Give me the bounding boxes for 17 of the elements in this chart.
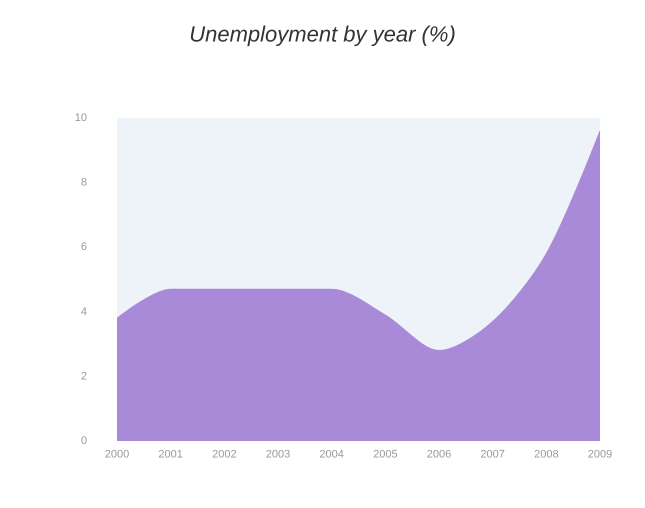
x-tick-label: 2007 — [480, 448, 505, 460]
x-tick-label: 2004 — [319, 448, 344, 460]
x-tick-label: 2001 — [158, 448, 183, 460]
y-tick-label: 6 — [80, 241, 87, 254]
x-tick-label: 2000 — [104, 448, 130, 460]
x-tick-label: 2006 — [426, 448, 452, 460]
y-tick-label: 0 — [80, 435, 87, 447]
y-tick-label: 8 — [80, 176, 87, 189]
x-tick-label: 2008 — [534, 448, 559, 460]
chart-title: Unemployment by year (%) — [189, 22, 456, 46]
y-tick-label: 2 — [80, 370, 87, 382]
x-tick-label: 2009 — [588, 448, 612, 460]
x-tick-label: 2003 — [266, 448, 290, 460]
y-tick-label: 4 — [80, 306, 87, 318]
x-tick-label: 2005 — [373, 448, 398, 460]
y-tick-label: 10 — [74, 112, 87, 124]
x-tick-label: 2002 — [212, 448, 237, 460]
